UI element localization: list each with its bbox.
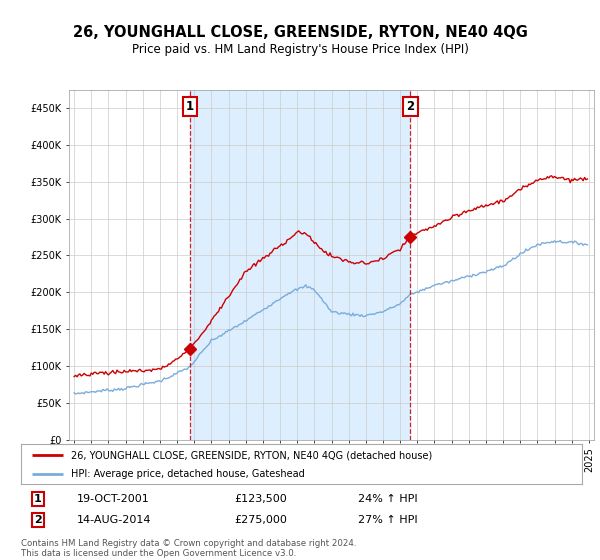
Text: 27% ↑ HPI: 27% ↑ HPI xyxy=(358,515,417,525)
Text: 19-OCT-2001: 19-OCT-2001 xyxy=(77,494,150,504)
Text: 26, YOUNGHALL CLOSE, GREENSIDE, RYTON, NE40 4QG (detached house): 26, YOUNGHALL CLOSE, GREENSIDE, RYTON, N… xyxy=(71,450,433,460)
Text: 24% ↑ HPI: 24% ↑ HPI xyxy=(358,494,417,504)
Bar xyxy=(190,90,410,440)
Text: 2: 2 xyxy=(406,100,414,113)
Text: 14-AUG-2014: 14-AUG-2014 xyxy=(77,515,152,525)
Text: 26, YOUNGHALL CLOSE, GREENSIDE, RYTON, NE40 4QG: 26, YOUNGHALL CLOSE, GREENSIDE, RYTON, N… xyxy=(73,25,527,40)
Text: HPI: Average price, detached house, Gateshead: HPI: Average price, detached house, Gate… xyxy=(71,469,305,479)
Text: £275,000: £275,000 xyxy=(234,515,287,525)
Text: £123,500: £123,500 xyxy=(234,494,287,504)
Text: Contains HM Land Registry data © Crown copyright and database right 2024.
This d: Contains HM Land Registry data © Crown c… xyxy=(21,539,356,558)
Text: 2: 2 xyxy=(34,515,42,525)
Text: 1: 1 xyxy=(186,100,194,113)
Text: Price paid vs. HM Land Registry's House Price Index (HPI): Price paid vs. HM Land Registry's House … xyxy=(131,43,469,55)
Text: 1: 1 xyxy=(34,494,42,504)
